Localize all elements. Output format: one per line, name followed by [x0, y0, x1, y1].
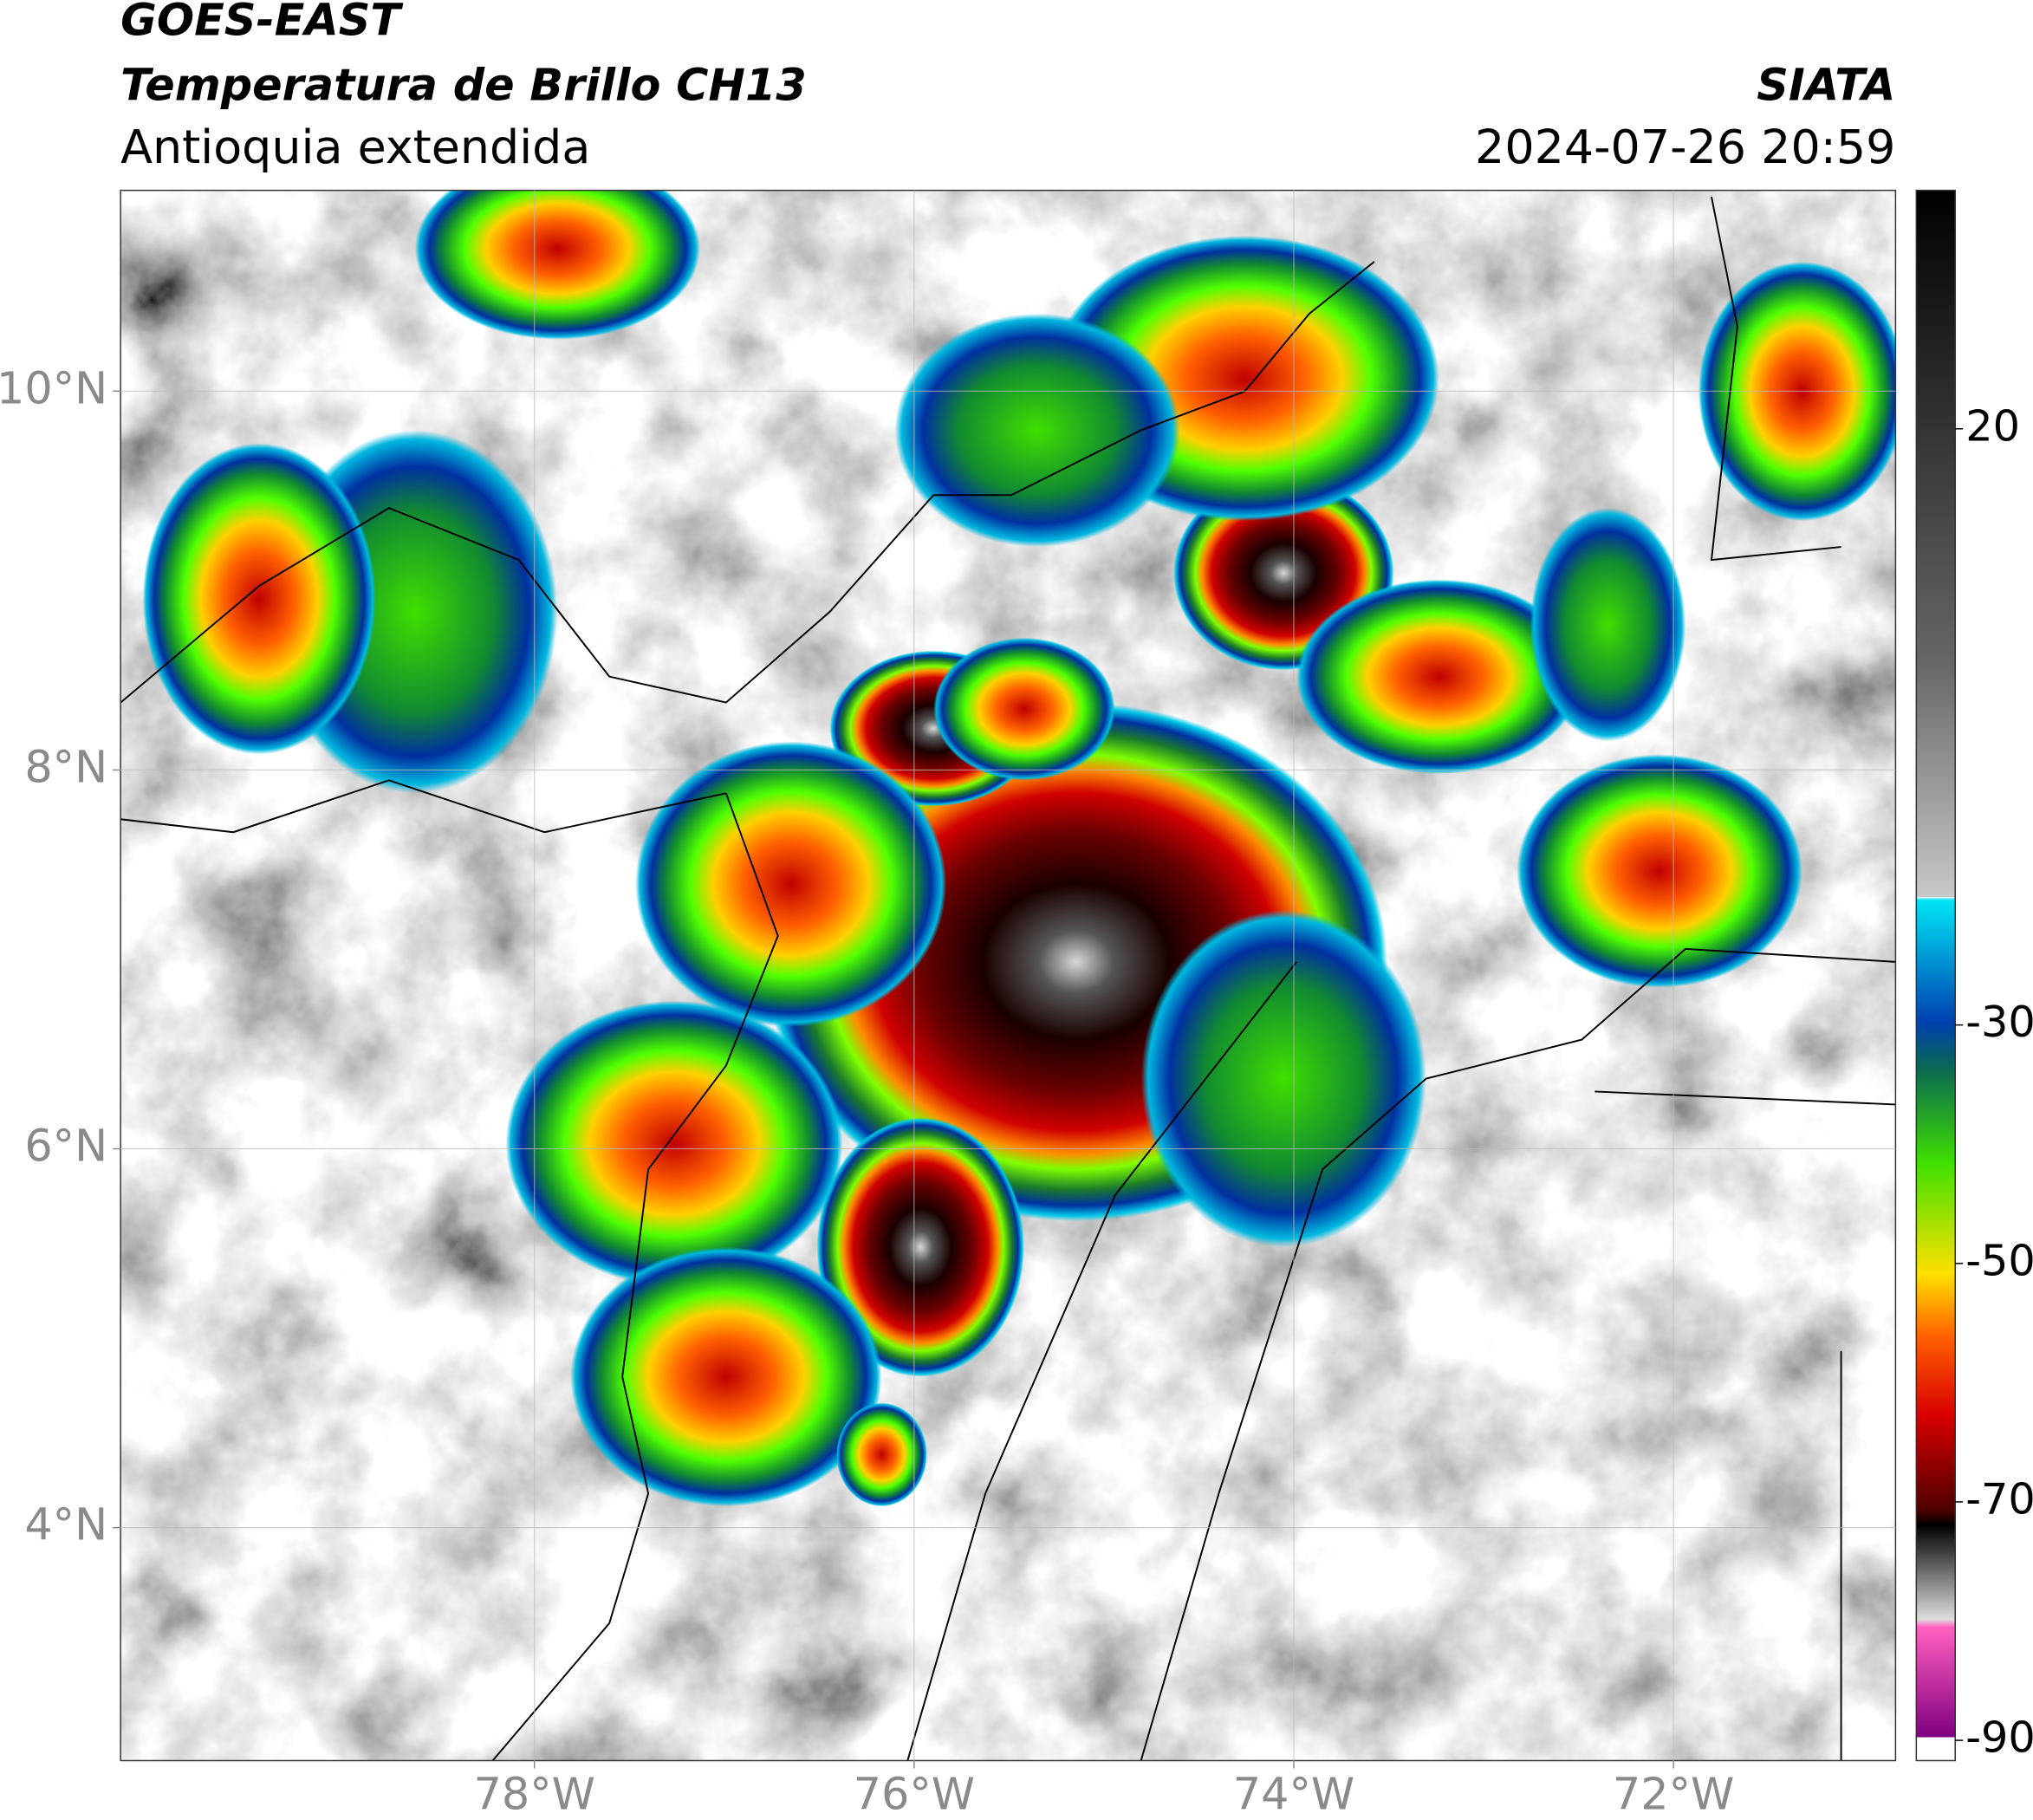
source: SIATA: [1757, 59, 1895, 110]
colorbar-tick-label: -70: [1965, 1473, 2033, 1524]
colorbar-tick-label: -30: [1965, 997, 2033, 1047]
title: GOES-EAST: [120, 0, 404, 46]
x-tick-label: 78°W: [473, 1768, 594, 1819]
y-tick-label: 4°N: [24, 1499, 107, 1550]
y-tick-label: 6°N: [24, 1121, 107, 1172]
subtitle: Temperatura de Brillo CH13: [120, 59, 807, 110]
region: Antioquia extendida: [120, 120, 590, 174]
colorbar: [1915, 189, 1956, 1762]
plot-frame: [120, 189, 1897, 1762]
colorbar-tick-label: 20: [1965, 400, 2020, 451]
y-tick-label: 8°N: [24, 741, 107, 792]
datetime: 2024-07-26 20:59: [1475, 120, 1895, 174]
colorbar-tick-label: -90: [1965, 1713, 2033, 1763]
map-image: [120, 190, 1896, 1761]
x-tick-label: 76°W: [854, 1768, 975, 1819]
x-tick-label: 72°W: [1613, 1768, 1734, 1819]
y-tick-label: 10°N: [0, 362, 107, 413]
colorbar-tick-label: -50: [1965, 1235, 2033, 1285]
x-tick-label: 74°W: [1233, 1768, 1354, 1819]
